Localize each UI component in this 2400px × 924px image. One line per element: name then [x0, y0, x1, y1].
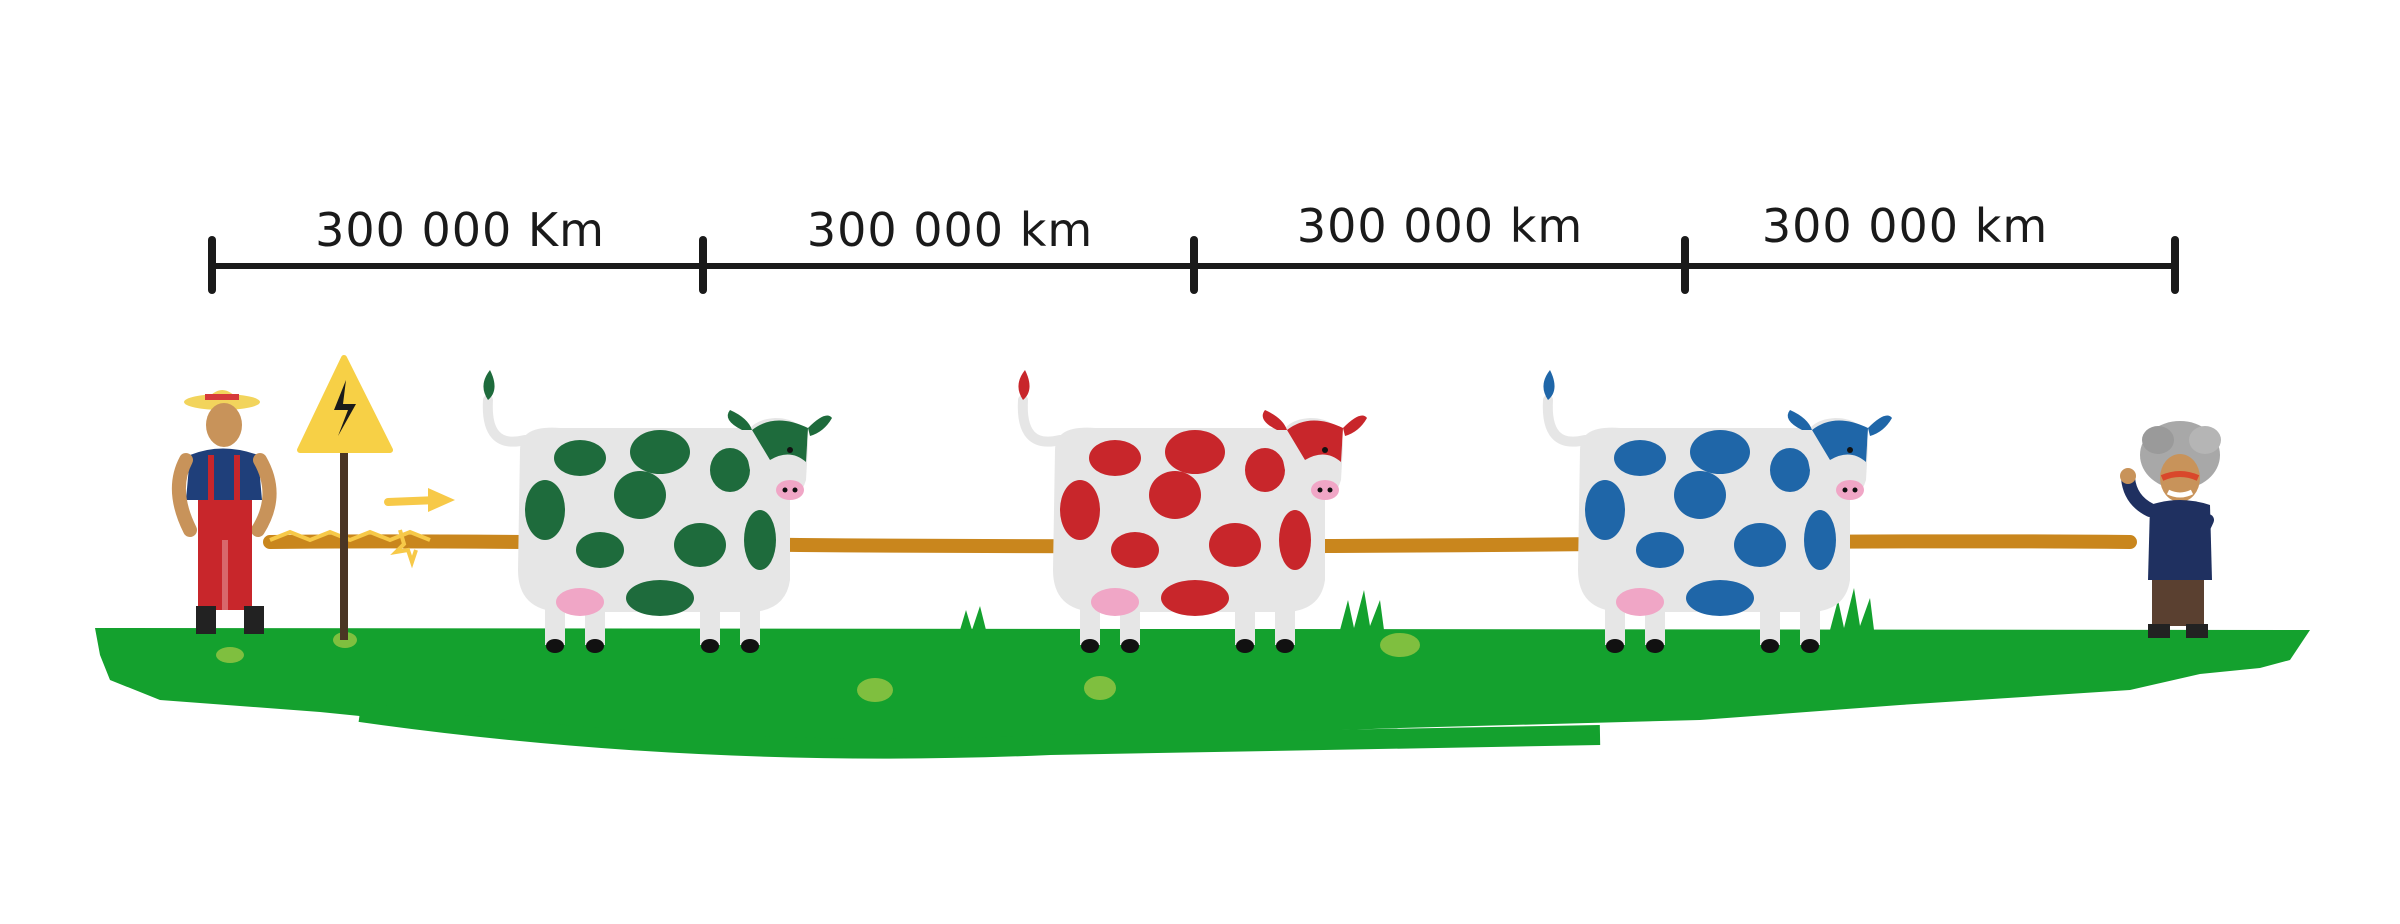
cow-spot — [1636, 532, 1684, 568]
distance-label: 300 000 km — [807, 203, 1093, 257]
distance-label: 300 000 km — [1297, 199, 1583, 253]
cow-spot — [626, 580, 694, 616]
cow-spot — [525, 480, 565, 540]
cow-spot — [1089, 440, 1141, 476]
cow-spot — [1149, 471, 1201, 519]
distance-label: 300 000 Km — [315, 203, 605, 257]
cow-spot — [710, 448, 750, 492]
cow-spot — [1674, 471, 1726, 519]
cow-spot — [1245, 448, 1285, 492]
farmer-figure — [171, 390, 277, 634]
cow-spot — [1734, 523, 1786, 567]
cow-spot — [614, 471, 666, 519]
grass — [95, 588, 2310, 759]
cow-spot — [1165, 430, 1225, 474]
cow-spot — [1279, 510, 1311, 570]
green-cow — [482, 370, 832, 653]
red-cow — [1017, 370, 1367, 653]
blue-cow — [1542, 370, 1892, 653]
distance-label: 300 000 km — [1762, 199, 2048, 253]
cow-spot — [1209, 523, 1261, 567]
cow-spot — [1804, 510, 1836, 570]
cow-spot — [1686, 580, 1754, 616]
cow-spot — [576, 532, 624, 568]
cow-spot — [1060, 480, 1100, 540]
scale-bar: 300 000 Km 300 000 km 300 000 km 300 000… — [208, 199, 2179, 294]
cow-spot — [1111, 532, 1159, 568]
cow-spot — [744, 510, 776, 570]
cow-spot — [1161, 580, 1229, 616]
cow-spot — [1614, 440, 1666, 476]
cows-group — [482, 370, 1892, 653]
arrow-right-icon — [384, 488, 455, 569]
cow-spot — [674, 523, 726, 567]
einstein-figure — [2120, 421, 2221, 638]
cow-spot — [630, 430, 690, 474]
cow-spot — [1690, 430, 1750, 474]
cow-spot — [1585, 480, 1625, 540]
cow-spot — [554, 440, 606, 476]
high-voltage-warning-sign — [297, 355, 393, 640]
cow-spot — [1770, 448, 1810, 492]
